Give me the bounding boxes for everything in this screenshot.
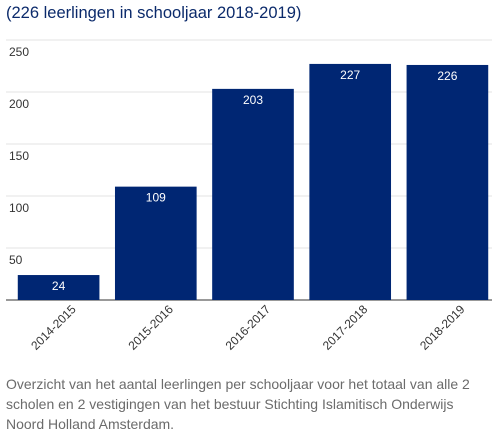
x-tick-label: 2016-2017 [223,302,274,353]
data-label: 109 [146,191,166,205]
bar [17,275,100,300]
x-tick-label: 2015-2016 [125,302,176,353]
chart-caption: Overzicht van het aantal leerlingen per … [6,376,470,432]
x-tick-label: 2014-2015 [28,302,79,353]
y-tick-label: 50 [9,253,23,267]
bar-chart: 50 100 150 200 250 24 2014-2015 109 2015-2016 203… [6,39,492,353]
y-tick-label: 150 [9,149,29,163]
chart-title: (226 leerlingen in schooljaar 2018-2019) [6,4,302,22]
y-tick-label: 250 [9,45,29,59]
y-tick-label: 200 [9,97,29,111]
bar [309,63,392,300]
x-tick-label: 2018-2019 [417,302,468,353]
data-label: 227 [340,68,360,82]
y-tick-label: 100 [9,201,29,215]
x-tick-label: 2017-2018 [320,302,371,353]
data-label: 203 [243,93,263,107]
data-label: 226 [437,69,457,83]
bar [114,186,197,300]
data-label: 24 [52,279,66,293]
bar [212,88,294,300]
bar [406,64,489,301]
